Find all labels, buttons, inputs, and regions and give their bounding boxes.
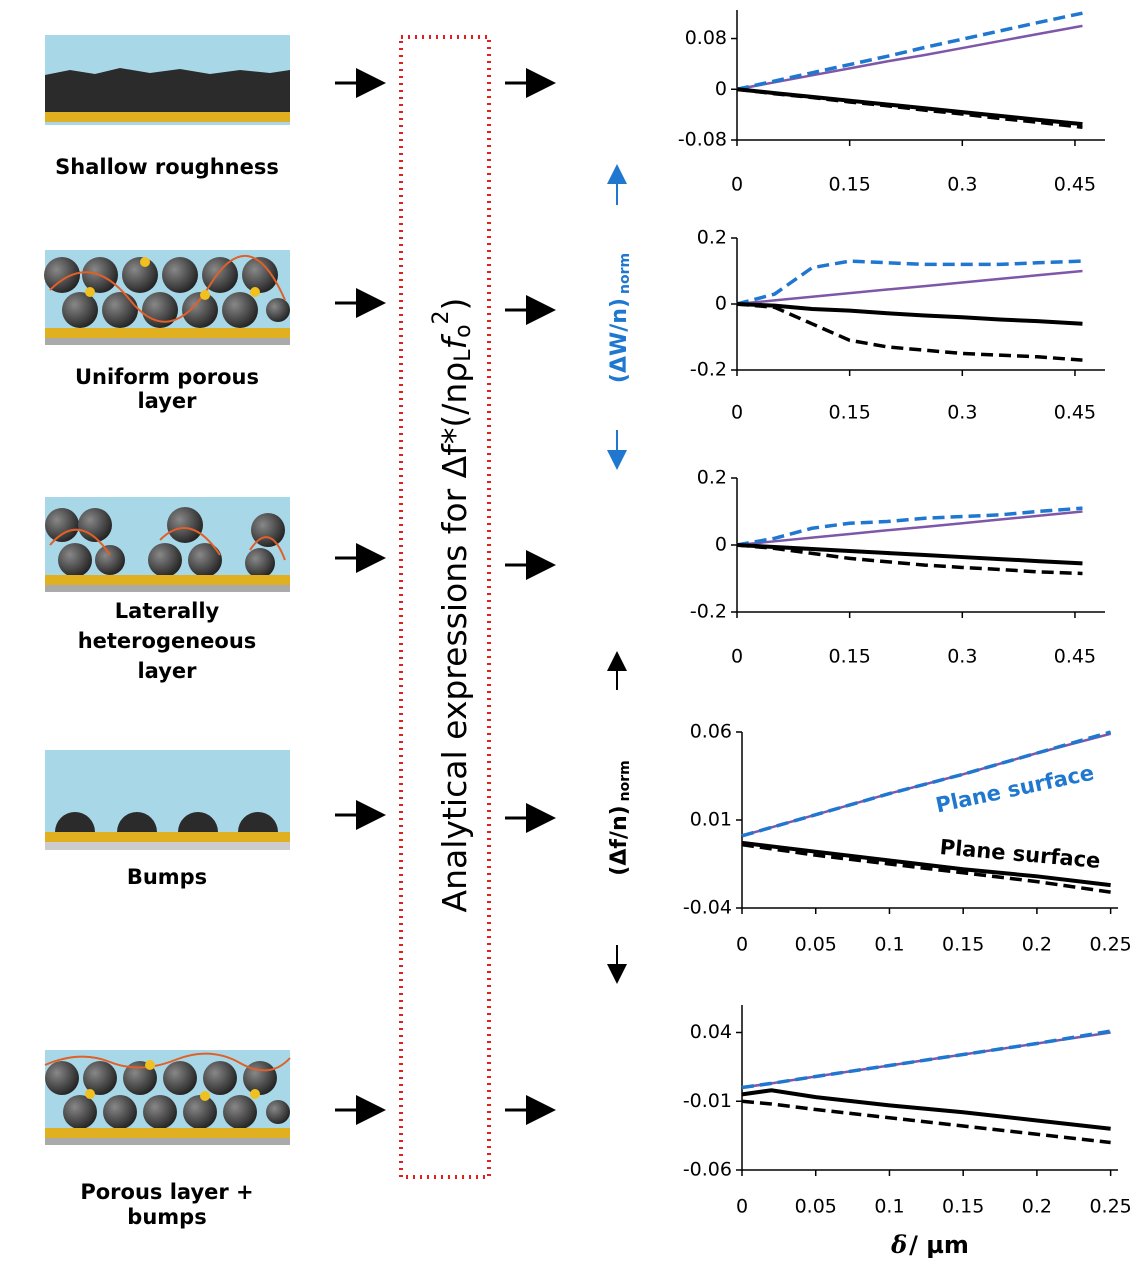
- schematic-label: bumps: [127, 1205, 206, 1229]
- x-tick-label: 0.3: [947, 646, 977, 668]
- x-tick-label: 0.15: [942, 1196, 984, 1218]
- y-axis-label-sub: norm: [617, 253, 633, 294]
- y-axis-label-text: (ΔW/n): [607, 298, 632, 383]
- x-tick-label: 0.45: [1054, 646, 1096, 668]
- y-tick-label: 0.04: [690, 1021, 732, 1043]
- y-tick-label: 0: [715, 293, 727, 315]
- arrows: [335, 68, 556, 1125]
- series-line: [736, 259, 1083, 306]
- y-tick-label: 0.06: [690, 721, 732, 743]
- center-label-sub: o: [451, 324, 476, 337]
- schematic-label: layer: [137, 659, 197, 683]
- x-tick-label: 0.2: [1022, 934, 1052, 956]
- y-tick-label: -0.06: [683, 1159, 732, 1181]
- x-tick-label: 0.3: [947, 402, 977, 424]
- y-tick-label: -0.2: [690, 601, 727, 623]
- y-tick-label: 0.08: [685, 27, 727, 49]
- series-line: [736, 302, 1083, 362]
- schematic-label: layer: [137, 389, 197, 413]
- center-label-sub: L: [451, 349, 476, 362]
- y-tick-label: 0.2: [697, 227, 727, 249]
- schematic-label: Laterally: [115, 599, 220, 623]
- x-tick-label: 0.25: [1089, 1196, 1131, 1218]
- series-line: [741, 840, 1111, 888]
- svg-text:(Δf/n)norm: (Δf/n) norm: [607, 760, 633, 875]
- x-tick-label: 0.15: [942, 934, 984, 956]
- y-tick-label: -0.2: [690, 359, 727, 381]
- series-line: [741, 1029, 1111, 1090]
- annotation: Plane surface: [934, 761, 1097, 818]
- x-tick-label: 0.45: [1054, 174, 1096, 196]
- y-axis-label: (ΔW/n) norm: [607, 164, 633, 470]
- y-tick-label: 0.2: [697, 467, 727, 489]
- center-label-text: Analytical expressions for Δf*(/nρ: [435, 362, 474, 913]
- schematic: [45, 497, 290, 592]
- center-label-text: ): [435, 298, 474, 311]
- y-axis-label: (Δf/n) norm: [607, 651, 633, 984]
- schematic-label: heterogeneous: [78, 629, 257, 653]
- x-tick-label: 0: [736, 1196, 748, 1218]
- schematic: [45, 35, 290, 125]
- x-tick-label: 0.25: [1089, 934, 1131, 956]
- y-tick-label: 0: [715, 78, 727, 100]
- x-tick-label: 0: [731, 402, 743, 424]
- x-tick-label: 0.45: [1054, 402, 1096, 424]
- x-tick-label: 0.3: [947, 174, 977, 196]
- series-line: [736, 11, 1083, 91]
- y-tick-label: -0.01: [683, 1090, 732, 1112]
- x-tick-label: 0.15: [828, 402, 870, 424]
- x-axis-symbol: δ: [890, 1230, 907, 1259]
- y-tick-label: 0: [715, 534, 727, 556]
- series-line: [736, 87, 1083, 130]
- x-tick-label: 0: [736, 934, 748, 956]
- x-tick-label: 0.1: [874, 934, 904, 956]
- center-label-sup: 2: [429, 310, 454, 324]
- schematic: [44, 250, 290, 345]
- series-line: [736, 543, 1083, 566]
- series-line: [741, 730, 1112, 838]
- x-tick-label: 0.1: [874, 1196, 904, 1218]
- x-axis-unit: / µm: [909, 1231, 969, 1259]
- series-line: [741, 1088, 1111, 1131]
- x-tick-label: 0: [731, 174, 743, 196]
- x-tick-label: 0: [731, 646, 743, 668]
- y-tick-label: 0.01: [690, 809, 732, 831]
- series-line: [736, 302, 1083, 326]
- schematic-label: Porous layer +: [80, 1180, 253, 1204]
- series-line: [736, 506, 1083, 547]
- series-line: [741, 1099, 1111, 1145]
- y-axis-label-sub: norm: [617, 760, 633, 801]
- x-tick-label: 0.05: [795, 934, 837, 956]
- series-line: [736, 24, 1083, 91]
- schematic-label: Uniform porous: [75, 365, 259, 389]
- x-axis-label: δ/ µm: [890, 1230, 969, 1260]
- schematic-label: Shallow roughness: [55, 155, 279, 179]
- series-line: [736, 543, 1083, 576]
- x-tick-label: 0.2: [1022, 1196, 1052, 1218]
- y-axis-label-text: (Δf/n): [607, 805, 632, 875]
- x-tick-label: 0.05: [795, 1196, 837, 1218]
- series-line: [736, 269, 1083, 306]
- svg-text:(ΔW/n)norm: (ΔW/n) norm: [607, 253, 633, 383]
- series-line: [741, 842, 1111, 894]
- schematic-label: Bumps: [127, 865, 207, 889]
- schematic: [45, 750, 290, 850]
- x-tick-label: 0.15: [828, 174, 870, 196]
- x-tick-label: 0.15: [828, 646, 870, 668]
- expression-box: [399, 35, 491, 1179]
- center-label: Analytical expressions for Δf*(/nρLfo2): [429, 298, 476, 913]
- series-line: [736, 510, 1083, 547]
- schematic: [44, 1050, 291, 1145]
- y-tick-label: -0.08: [678, 129, 727, 151]
- y-tick-label: -0.04: [683, 897, 732, 919]
